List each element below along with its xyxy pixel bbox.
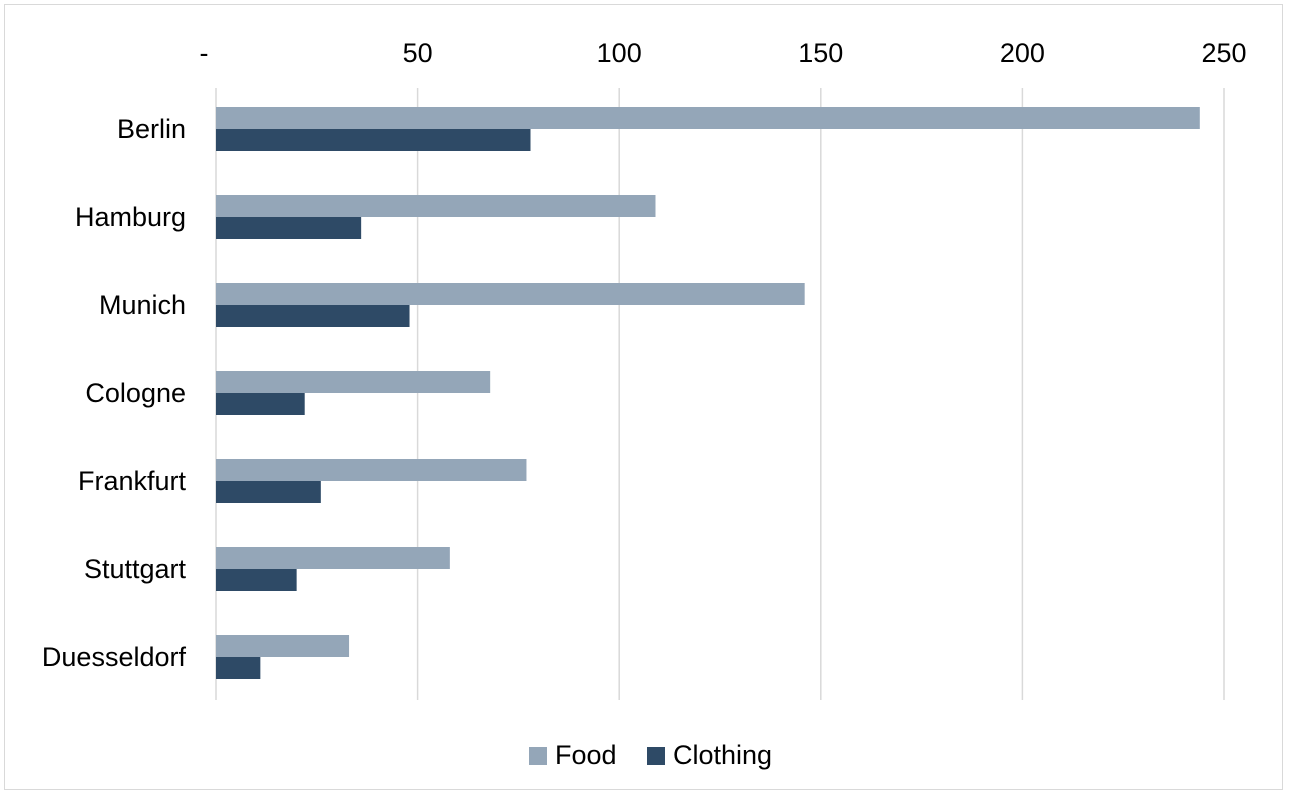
x-tick-label: 250: [1201, 38, 1246, 68]
bar-food-frankfurt: [216, 459, 527, 481]
bar-food-munich: [216, 283, 805, 305]
bar-clothing-duesseldorf: [216, 657, 261, 679]
bar-clothing-berlin: [216, 129, 531, 151]
bar-food-stuttgart: [216, 547, 450, 569]
bars: [216, 107, 1200, 679]
x-tick-label: -: [200, 38, 209, 68]
bar-food-berlin: [216, 107, 1200, 129]
bar-clothing-hamburg: [216, 217, 362, 239]
category-label: Cologne: [85, 378, 186, 408]
gridlines: [215, 88, 1225, 700]
category-label: Frankfurt: [78, 466, 187, 496]
legend-label-food: Food: [555, 740, 617, 770]
bar-clothing-stuttgart: [216, 569, 297, 591]
x-axis-ticks: - 50 100 150 200 250: [200, 38, 1247, 68]
x-tick-label: 150: [798, 38, 843, 68]
legend-swatch-clothing: [647, 747, 665, 765]
category-label: Duesseldorf: [42, 642, 187, 672]
bar-food-cologne: [216, 371, 491, 393]
x-tick-label: 50: [403, 38, 433, 68]
category-label: Stuttgart: [84, 554, 187, 584]
category-label: Hamburg: [75, 202, 186, 232]
x-tick-label: 100: [597, 38, 642, 68]
bar-clothing-cologne: [216, 393, 305, 415]
legend: Food Clothing: [529, 740, 772, 770]
x-tick-label: 200: [1000, 38, 1045, 68]
category-labels: Berlin Hamburg Munich Cologne Frankfurt Stutt…: [42, 114, 187, 672]
bar-food-duesseldorf: [216, 635, 350, 657]
bar-food-hamburg: [216, 195, 656, 217]
category-label: Munich: [99, 290, 186, 320]
legend-swatch-food: [529, 747, 547, 765]
bar-clothing-frankfurt: [216, 481, 321, 503]
bar-clothing-munich: [216, 305, 410, 327]
category-label: Berlin: [117, 114, 186, 144]
legend-label-clothing: Clothing: [673, 740, 772, 770]
